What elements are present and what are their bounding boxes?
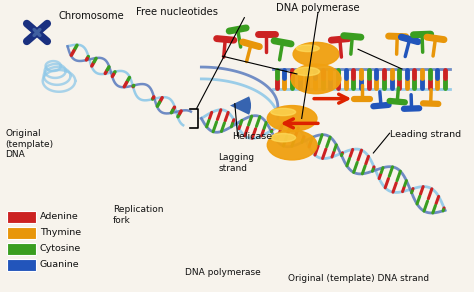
Text: Helicase: Helicase [232, 133, 272, 141]
Text: Chromosome: Chromosome [59, 11, 124, 21]
Text: Original
(template)
DNA: Original (template) DNA [5, 129, 54, 159]
Text: Adenine: Adenine [40, 212, 79, 221]
FancyBboxPatch shape [8, 259, 36, 271]
FancyBboxPatch shape [8, 211, 36, 223]
Text: DNA polymerase: DNA polymerase [185, 268, 261, 277]
Ellipse shape [271, 108, 296, 116]
Text: Guanine: Guanine [40, 260, 80, 269]
Ellipse shape [295, 67, 319, 76]
Text: Cytosine: Cytosine [40, 244, 81, 253]
Ellipse shape [291, 64, 341, 94]
Wedge shape [230, 96, 251, 115]
Ellipse shape [267, 106, 317, 131]
Ellipse shape [271, 133, 296, 142]
Text: Thymine: Thymine [40, 228, 81, 237]
Ellipse shape [293, 42, 339, 66]
Text: Replication
fork: Replication fork [113, 205, 164, 225]
Ellipse shape [267, 130, 317, 160]
Text: Lagging
strand: Lagging strand [218, 153, 254, 173]
Text: DNA polymerase: DNA polymerase [276, 3, 360, 13]
FancyBboxPatch shape [8, 227, 36, 239]
Text: Free nucleotides: Free nucleotides [137, 7, 219, 17]
Text: Leading strand: Leading strand [390, 130, 461, 139]
Ellipse shape [296, 45, 319, 52]
FancyBboxPatch shape [8, 243, 36, 255]
Text: Original (template) DNA strand: Original (template) DNA strand [288, 274, 429, 283]
